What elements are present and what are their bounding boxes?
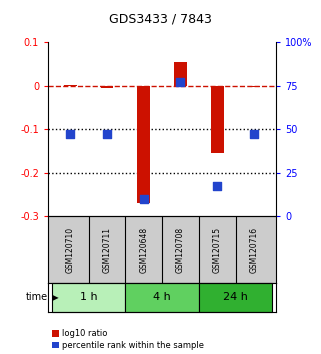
Text: GSM120716: GSM120716 — [249, 227, 258, 273]
Bar — [199, 283, 273, 312]
Point — [68, 132, 73, 137]
Point — [251, 132, 256, 137]
Text: GSM120715: GSM120715 — [213, 227, 222, 273]
Text: GSM120648: GSM120648 — [139, 227, 148, 273]
Bar — [137, 86, 150, 203]
Bar — [52, 283, 125, 312]
Bar — [211, 86, 224, 153]
Point — [178, 80, 183, 85]
Text: GSM120710: GSM120710 — [66, 227, 75, 273]
Text: 4 h: 4 h — [153, 292, 171, 302]
Bar — [247, 86, 260, 87]
Text: GSM120708: GSM120708 — [176, 227, 185, 273]
Point — [215, 184, 220, 189]
Bar — [64, 85, 77, 86]
Bar — [100, 86, 113, 87]
Text: time: time — [25, 292, 48, 302]
Point — [104, 132, 109, 137]
Text: GDS3433 / 7843: GDS3433 / 7843 — [109, 12, 212, 25]
Bar — [125, 283, 199, 312]
Text: 24 h: 24 h — [223, 292, 248, 302]
Legend: log10 ratio, percentile rank within the sample: log10 ratio, percentile rank within the … — [52, 329, 204, 350]
Text: ▶: ▶ — [48, 293, 59, 302]
Text: 1 h: 1 h — [80, 292, 97, 302]
Text: GSM120711: GSM120711 — [102, 227, 111, 273]
Point — [141, 196, 146, 201]
Bar — [174, 62, 187, 86]
